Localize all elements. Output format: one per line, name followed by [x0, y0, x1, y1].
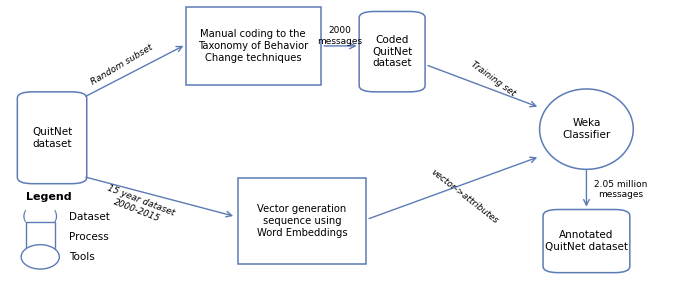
- Text: Annotated
QuitNet dataset: Annotated QuitNet dataset: [545, 230, 628, 252]
- Text: Manual coding to the
Taxonomy of Behavior
Change techniques: Manual coding to the Taxonomy of Behavio…: [198, 29, 308, 63]
- Text: Legend: Legend: [26, 192, 72, 201]
- Text: Dataset: Dataset: [69, 212, 110, 222]
- Text: Vector generation
sequence using
Word Embeddings: Vector generation sequence using Word Em…: [257, 204, 347, 238]
- Bar: [237, 178, 366, 264]
- Text: Tools: Tools: [69, 252, 95, 262]
- Text: (: (: [22, 210, 28, 224]
- Text: Coded
QuitNet
dataset: Coded QuitNet dataset: [372, 35, 412, 68]
- Text: vector->attributes: vector->attributes: [430, 168, 500, 226]
- Text: Process: Process: [69, 232, 109, 242]
- FancyBboxPatch shape: [359, 11, 425, 92]
- Text: Weka
Classifier: Weka Classifier: [562, 118, 611, 140]
- FancyBboxPatch shape: [543, 210, 629, 273]
- Text: Training set: Training set: [468, 60, 517, 98]
- Text: Random subset: Random subset: [89, 42, 154, 87]
- Ellipse shape: [539, 89, 633, 169]
- Text: ): ): [53, 210, 58, 224]
- Text: QuitNet
dataset: QuitNet dataset: [32, 127, 72, 149]
- Bar: [26, 222, 55, 251]
- FancyBboxPatch shape: [17, 92, 87, 184]
- Bar: [185, 7, 321, 85]
- Text: 2000
messages: 2000 messages: [317, 26, 363, 46]
- Ellipse shape: [21, 245, 59, 269]
- Text: 15 year dataset
2000-2015: 15 year dataset 2000-2015: [102, 183, 176, 227]
- Text: 2.05 million
messages: 2.05 million messages: [595, 180, 648, 199]
